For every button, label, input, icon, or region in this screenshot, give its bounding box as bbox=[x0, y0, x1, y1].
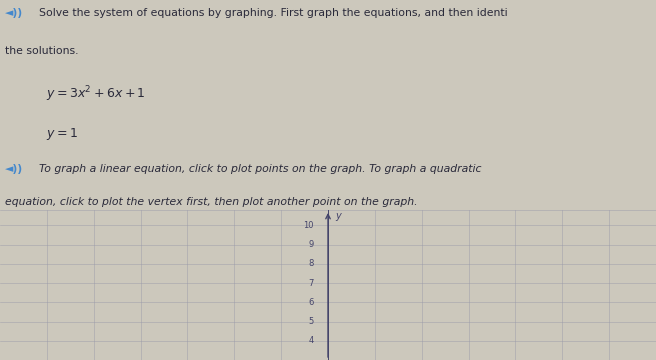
Text: $y = 1$: $y = 1$ bbox=[46, 126, 77, 142]
Text: 9: 9 bbox=[309, 240, 314, 249]
Text: 6: 6 bbox=[308, 298, 314, 307]
Text: To graph a linear equation, click to plot points on the graph. To graph a quadra: To graph a linear equation, click to plo… bbox=[39, 164, 482, 174]
Text: 4: 4 bbox=[309, 336, 314, 345]
Text: 8: 8 bbox=[308, 259, 314, 268]
Text: 7: 7 bbox=[308, 279, 314, 288]
Text: Solve the system of equations by graphing. First graph the equations, and then i: Solve the system of equations by graphin… bbox=[39, 8, 508, 18]
Text: ◄)): ◄)) bbox=[5, 164, 24, 174]
Text: $y = 3x^2 + 6x + 1$: $y = 3x^2 + 6x + 1$ bbox=[46, 84, 146, 104]
Text: 10: 10 bbox=[304, 221, 314, 230]
Text: equation, click to plot the vertex first, then plot another point on the graph.: equation, click to plot the vertex first… bbox=[5, 197, 418, 207]
Text: ◄)): ◄)) bbox=[5, 8, 24, 18]
Text: the solutions.: the solutions. bbox=[5, 46, 79, 56]
Text: y: y bbox=[335, 211, 340, 221]
Text: 5: 5 bbox=[309, 317, 314, 326]
